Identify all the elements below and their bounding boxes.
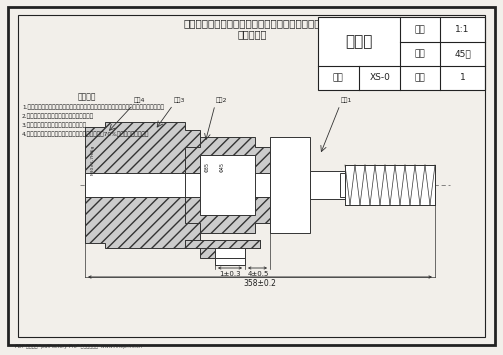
Text: 4±0.5: 4±0.5 [247, 271, 269, 277]
Polygon shape [185, 197, 270, 233]
Polygon shape [270, 137, 310, 233]
Text: 第五届河北省数控技能大赛数控车工实际操作试题: 第五届河北省数控技能大赛数控车工实际操作试题 [183, 18, 321, 28]
Polygon shape [200, 155, 255, 215]
Text: 3.装配过程中零件不允许磕、碰、划伤。: 3.装配过程中零件不允许磕、碰、划伤。 [22, 122, 87, 128]
Text: 1:1: 1:1 [455, 25, 470, 34]
Polygon shape [215, 258, 245, 265]
Text: 零件1: 零件1 [341, 97, 353, 103]
Text: 零件3: 零件3 [174, 97, 186, 103]
Text: 1: 1 [460, 73, 465, 82]
Text: （学生组）: （学生组） [237, 29, 267, 39]
Polygon shape [185, 173, 270, 197]
Polygon shape [85, 185, 200, 248]
Text: 技术要求: 技术要求 [78, 93, 96, 102]
Text: XS-0: XS-0 [370, 73, 390, 82]
Text: 材料: 材料 [414, 49, 426, 59]
Polygon shape [215, 248, 245, 258]
Polygon shape [185, 240, 260, 265]
Text: M30×2-7H/6g: M30×2-7H/6g [91, 145, 95, 175]
Polygon shape [85, 173, 200, 197]
Text: 1.零件在装配前必须清理和清洁干净，不得有毛刺、飞边、划痕、油污、着色剂和灰尘等。: 1.零件在装配前必须清理和清洁干净，不得有毛刺、飞边、划痕、油污、着色剂和灰尘等… [22, 104, 164, 110]
Polygon shape [85, 122, 200, 185]
Text: 2.装配后应对零件的主要配合尺寸进行复查。: 2.装配后应对零件的主要配合尺寸进行复查。 [22, 113, 94, 119]
Bar [318, 17, 485, 90]
Text: PDF 文件使用 "pdfFactory Pro" 试用版本创建  www.fineprint.cn: PDF 文件使用 "pdfFactory Pro" 试用版本创建 www.fin… [15, 344, 142, 349]
Text: 零件2: 零件2 [216, 97, 227, 103]
Polygon shape [185, 137, 270, 173]
Text: 图号: 图号 [332, 73, 344, 82]
Text: 4.圆锥面配合应进行涂色检查，其接触面积不应小于70%，并应有均匀分布。: 4.圆锥面配合应进行涂色检查，其接触面积不应小于70%，并应有均匀分布。 [22, 131, 149, 137]
Text: 45钢: 45钢 [454, 49, 471, 59]
Polygon shape [310, 171, 345, 199]
Polygon shape [340, 173, 345, 197]
Text: 零件4: 零件4 [134, 97, 145, 103]
Text: 1±0.3: 1±0.3 [219, 271, 241, 277]
Text: 数量: 数量 [414, 73, 426, 82]
Polygon shape [345, 165, 435, 205]
Text: 358±0.2: 358±0.2 [243, 279, 277, 289]
Text: 配合件: 配合件 [346, 34, 373, 49]
Text: Φ45: Φ45 [219, 162, 224, 172]
Text: 比例: 比例 [414, 25, 426, 34]
Text: Φ35: Φ35 [205, 162, 210, 172]
Polygon shape [185, 240, 260, 248]
